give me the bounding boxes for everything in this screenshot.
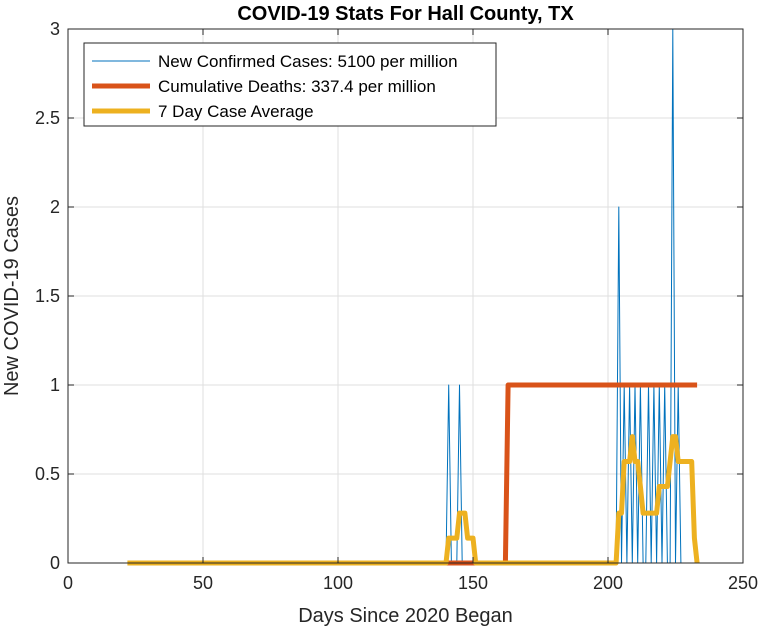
series-line-7-day-average: [127, 434, 700, 566]
x-axis-title: Days Since 2020 Began: [298, 605, 513, 627]
y-axis-title: New COVID-19 Cases: [1, 196, 23, 396]
y-tick-label: 0.5: [35, 464, 60, 484]
x-tick-label: 150: [458, 573, 488, 593]
legend-label-7-day-average: 7 Day Case Average: [158, 102, 314, 121]
y-tick-label: 0: [50, 553, 60, 573]
x-tick-label: 100: [323, 573, 353, 593]
x-tick-label: 200: [593, 573, 623, 593]
y-tick-label: 2.5: [35, 108, 60, 128]
x-tick-label: 0: [63, 573, 73, 593]
y-tick-label: 1: [50, 375, 60, 395]
tick-layer: 0 50 100 150 200 250 0 0.5 1 1.5 2 2.5 3: [35, 19, 758, 593]
x-tick-label: 250: [728, 573, 758, 593]
legend: New Confirmed Cases: 5100 per million Cu…: [83, 42, 497, 127]
y-tick-label: 2: [50, 197, 60, 217]
y-tick-label: 1.5: [35, 286, 60, 306]
x-tick-label: 50: [193, 573, 213, 593]
legend-label-cumulative-deaths: Cumulative Deaths: 337.4 per million: [158, 77, 436, 96]
chart-title: COVID-19 Stats For Hall County, TX: [237, 3, 574, 25]
y-tick-label: 3: [50, 19, 60, 39]
legend-label-new-cases: New Confirmed Cases: 5100 per million: [158, 52, 458, 71]
legend-box: [83, 42, 497, 127]
